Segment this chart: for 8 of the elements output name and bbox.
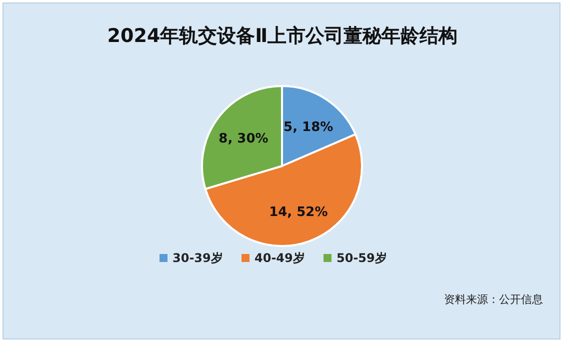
legend-label: 50-59岁 — [336, 251, 387, 265]
data-label: 8, 30% — [218, 131, 268, 146]
legend-label: 40-49岁 — [254, 251, 305, 265]
legend-label: 30-39岁 — [172, 251, 223, 265]
chart-title: 2024年轨交设备Ⅱ上市公司董秘年龄结构 — [107, 25, 458, 47]
data-label: 14, 52% — [269, 205, 328, 220]
data-label: 5, 18% — [284, 120, 334, 135]
text: 资料来源：公开信息 — [444, 293, 543, 306]
